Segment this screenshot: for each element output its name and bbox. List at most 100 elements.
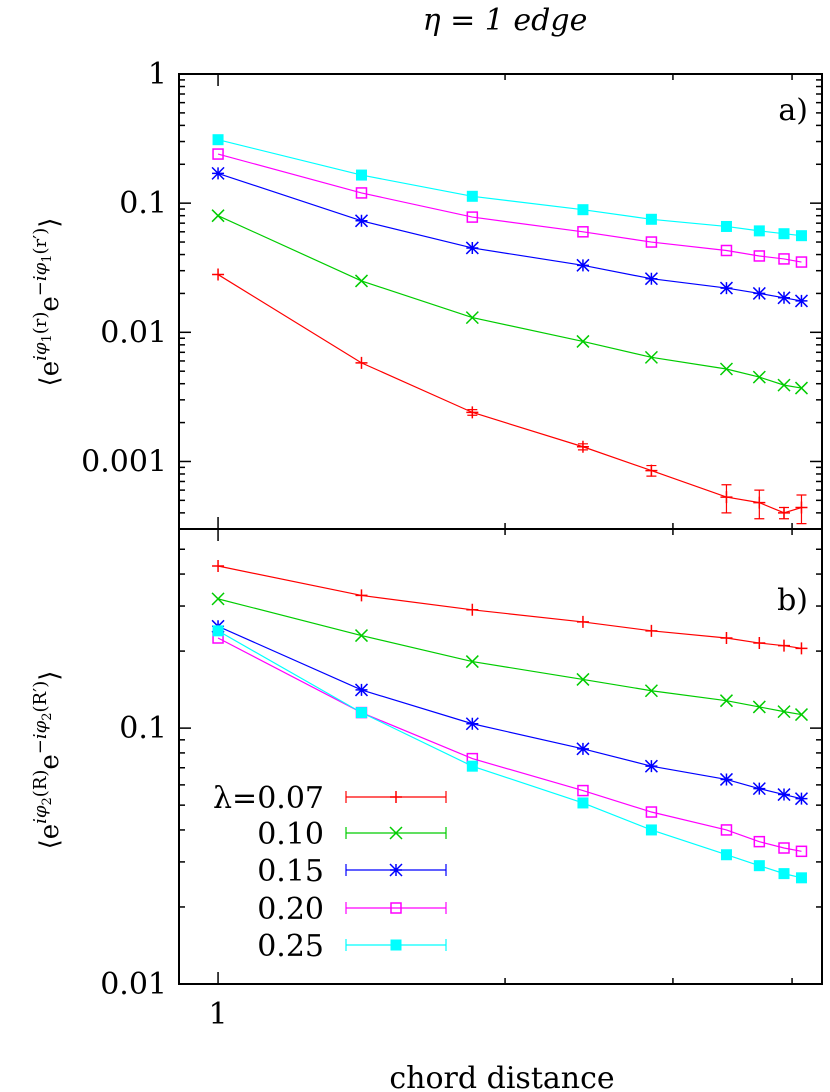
data-point <box>212 268 225 281</box>
ylabel-exp: −iφ <box>30 720 51 754</box>
data-point <box>795 501 808 514</box>
data-point <box>644 350 658 364</box>
y-tick-label: 0.01 <box>100 315 167 350</box>
data-point <box>355 589 368 602</box>
legend-marker <box>390 791 402 803</box>
data-point <box>466 760 478 772</box>
data-point <box>720 824 733 836</box>
y-axis-ticks <box>179 528 822 985</box>
data-point <box>753 225 765 237</box>
data-point <box>752 286 766 300</box>
legend-label: 0.15 <box>257 854 324 889</box>
ylabel-sub: 2 <box>40 712 55 720</box>
data-point <box>355 707 367 719</box>
series-0.10 <box>211 209 809 395</box>
data-point <box>577 784 589 797</box>
data-point <box>211 592 225 606</box>
data-point <box>644 684 658 698</box>
ylabel-sub: 1 <box>40 334 55 342</box>
series-line <box>217 274 802 514</box>
y-tick-label: 0.001 <box>81 444 167 479</box>
data-point <box>752 782 766 796</box>
y-tick-label: 0.1 <box>119 186 167 221</box>
data-point <box>465 241 479 255</box>
data-point <box>753 835 766 848</box>
ylabel-arg: (r) <box>30 312 51 335</box>
series-line <box>217 172 802 302</box>
data-point <box>576 742 590 756</box>
data-point <box>645 213 657 225</box>
data-point <box>355 356 368 369</box>
data-point <box>777 788 791 802</box>
ylabel-arg: (r′) <box>30 228 51 255</box>
ylabel-base: ⟨e <box>35 824 65 850</box>
ylabel-e: e <box>35 754 65 769</box>
data-point <box>777 378 791 392</box>
data-point <box>645 464 658 477</box>
data-point <box>753 250 766 262</box>
data-point <box>465 655 479 669</box>
data-point <box>577 797 589 809</box>
data-point <box>355 187 368 199</box>
data-point <box>644 759 658 773</box>
data-point <box>719 694 733 708</box>
ylabel-close: ⟩ <box>35 671 65 681</box>
data-point <box>355 169 367 181</box>
data-point <box>645 806 658 818</box>
data-point <box>720 220 732 232</box>
x-axis-ticks <box>217 529 793 984</box>
data-point <box>778 842 790 854</box>
series-line <box>217 215 802 389</box>
data-point <box>211 166 225 180</box>
data-point <box>645 624 658 637</box>
data-point <box>212 625 224 637</box>
data-point <box>778 868 790 880</box>
data-point <box>212 560 225 573</box>
data-point <box>753 860 765 872</box>
data-point <box>795 845 808 858</box>
y-axis-label: ⟨eiφ1(r)e−iφ1(r′)⟩ <box>30 218 65 387</box>
data-point <box>466 603 479 616</box>
series-line <box>217 598 802 716</box>
series-0.15 <box>211 619 809 806</box>
series-0.20 <box>212 148 808 268</box>
y-tick-label: 0.1 <box>119 711 167 746</box>
data-point <box>211 209 225 223</box>
ylabel-sub: 1 <box>40 254 55 262</box>
data-point <box>576 615 589 628</box>
y-tick-label: 1 <box>148 57 167 92</box>
series-0.10 <box>211 592 809 722</box>
legend-marker <box>389 863 403 877</box>
ylabel-arg: (R) <box>30 770 51 798</box>
legend-marker <box>390 902 402 914</box>
legend-marker <box>389 826 403 840</box>
ylabel-exp: iφ <box>30 805 51 824</box>
data-point <box>212 134 224 146</box>
data-point <box>212 148 224 160</box>
y-tick-label: 0.01 <box>100 967 167 1002</box>
ylabel-arg: (R′) <box>30 681 51 713</box>
data-point <box>719 362 733 376</box>
ylabel-exp: −iφ <box>30 262 51 296</box>
data-point <box>354 214 369 228</box>
data-point <box>465 717 479 731</box>
legend: λ=0.070.100.150.200.25 <box>213 781 447 964</box>
data-point <box>777 705 791 719</box>
data-point <box>719 281 733 295</box>
series-0.07 <box>212 560 808 655</box>
chart-title: η = 1 edge <box>423 3 588 38</box>
series-line <box>217 625 802 800</box>
data-point <box>720 849 732 861</box>
series-0.25 <box>212 625 807 884</box>
data-point <box>720 244 733 257</box>
panel-b: 0.10.011b)⟨eiφ2(R)e−iφ2(R′)⟩λ=0.070.100.… <box>30 528 823 1032</box>
series-0.07 <box>212 268 808 525</box>
data-point <box>645 236 658 248</box>
ylabel-close: ⟩ <box>35 218 65 228</box>
x-tick-label: 1 <box>209 997 228 1032</box>
data-point <box>778 506 791 519</box>
data-point <box>778 228 790 240</box>
series-0.25 <box>212 134 807 242</box>
legend-label: 0.20 <box>257 892 324 927</box>
